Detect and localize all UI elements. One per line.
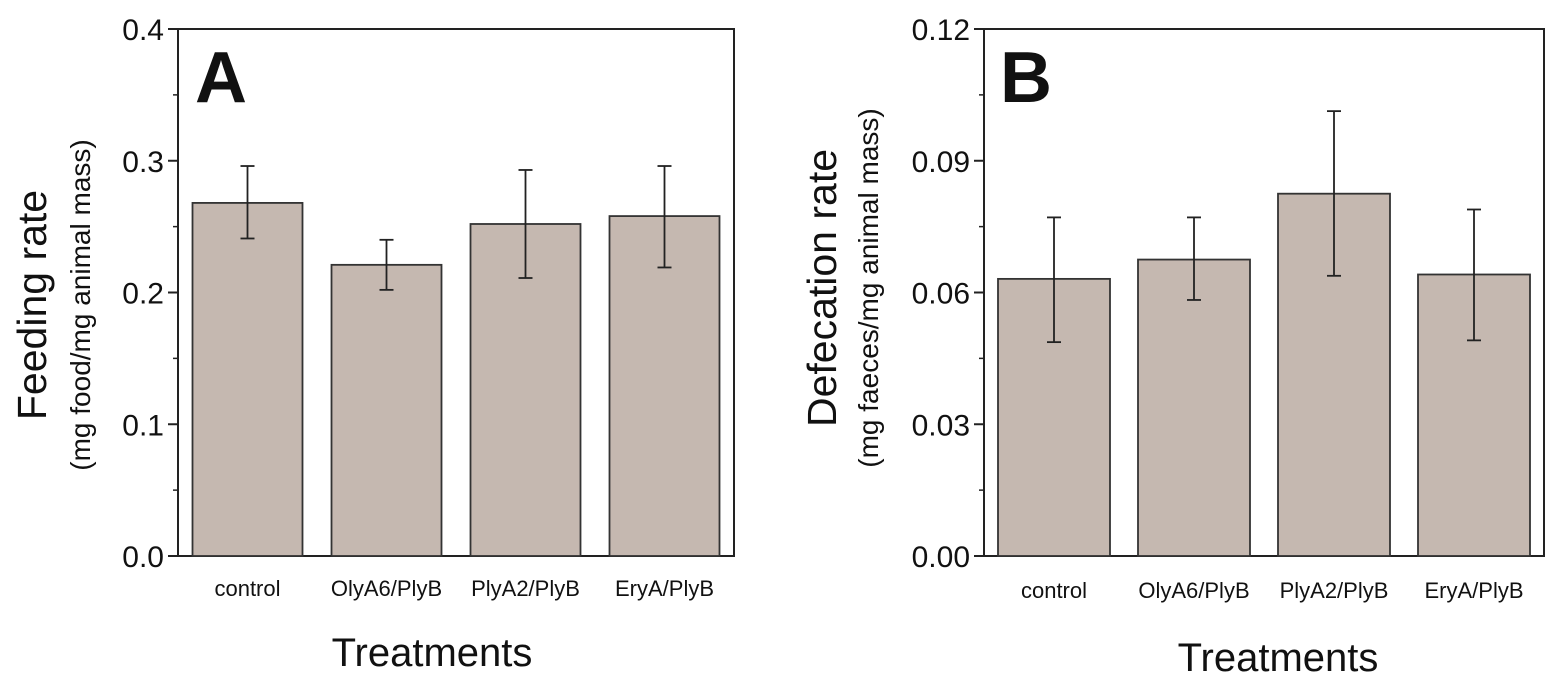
x-tick-label: EryA/PlyB <box>1424 578 1523 603</box>
x-tick-label: PlyA2/PlyB <box>1280 578 1389 603</box>
y-axis-subtitle: (mg food/mg animal mass) <box>65 139 96 470</box>
y-tick-label: 0.09 <box>912 146 970 179</box>
y-axis-title: Defecation rate <box>799 149 845 427</box>
x-tick-label: PlyA2/PlyB <box>471 576 580 601</box>
error-bar-group <box>1047 110 1481 344</box>
x-tick-label: control <box>214 576 280 601</box>
panel-a: 0.0 0.1 0.2 0.3 0.4 control OlyA6/PlyB PlyA2/P… <box>9 14 735 675</box>
y-tick-label: 0.1 <box>122 409 164 442</box>
bar <box>191 202 304 557</box>
x-axis-tick-labels: control OlyA6/PlyB PlyA2/PlyB EryA/PlyB <box>1021 578 1524 603</box>
x-axis-title: Treatments <box>332 631 533 675</box>
bar <box>1137 258 1251 557</box>
y-axis-subtitle: (mg faeces/mg animal mass) <box>853 108 884 467</box>
x-axis-title: Treatments <box>1178 636 1379 680</box>
x-tick-label: OlyA6/PlyB <box>1138 578 1249 603</box>
y-axis-ticks: 0.0 0.1 0.2 0.3 0.4 <box>122 14 178 574</box>
panel-label: A <box>195 38 247 118</box>
y-tick-label: 0.06 <box>912 278 970 311</box>
x-tick-label: control <box>1021 578 1087 603</box>
y-axis-title: Feeding rate <box>9 190 55 420</box>
bar-group <box>191 202 721 557</box>
bar-group <box>997 192 1531 557</box>
error-bar-group <box>240 165 672 291</box>
y-tick-label: 0.03 <box>912 409 970 442</box>
bar <box>608 215 721 557</box>
x-axis-tick-labels: control OlyA6/PlyB PlyA2/PlyB EryA/PlyB <box>214 576 714 601</box>
y-tick-label: 0.4 <box>122 14 164 47</box>
x-tick-label: OlyA6/PlyB <box>331 576 442 601</box>
y-axis-ticks: 0.00 0.03 0.06 0.09 0.12 <box>912 14 984 574</box>
y-tick-label: 0.3 <box>122 146 164 179</box>
y-tick-label: 0.00 <box>912 541 970 574</box>
y-tick-label: 0.12 <box>912 14 970 47</box>
y-tick-label: 0.2 <box>122 278 164 311</box>
x-tick-label: EryA/PlyB <box>615 576 714 601</box>
panel-b: 0.00 0.03 0.06 0.09 0.12 control OlyA6/PlyB Pl… <box>799 14 1545 680</box>
panel-label: B <box>1000 38 1052 118</box>
y-tick-label: 0.0 <box>122 541 164 574</box>
bar <box>330 263 443 557</box>
